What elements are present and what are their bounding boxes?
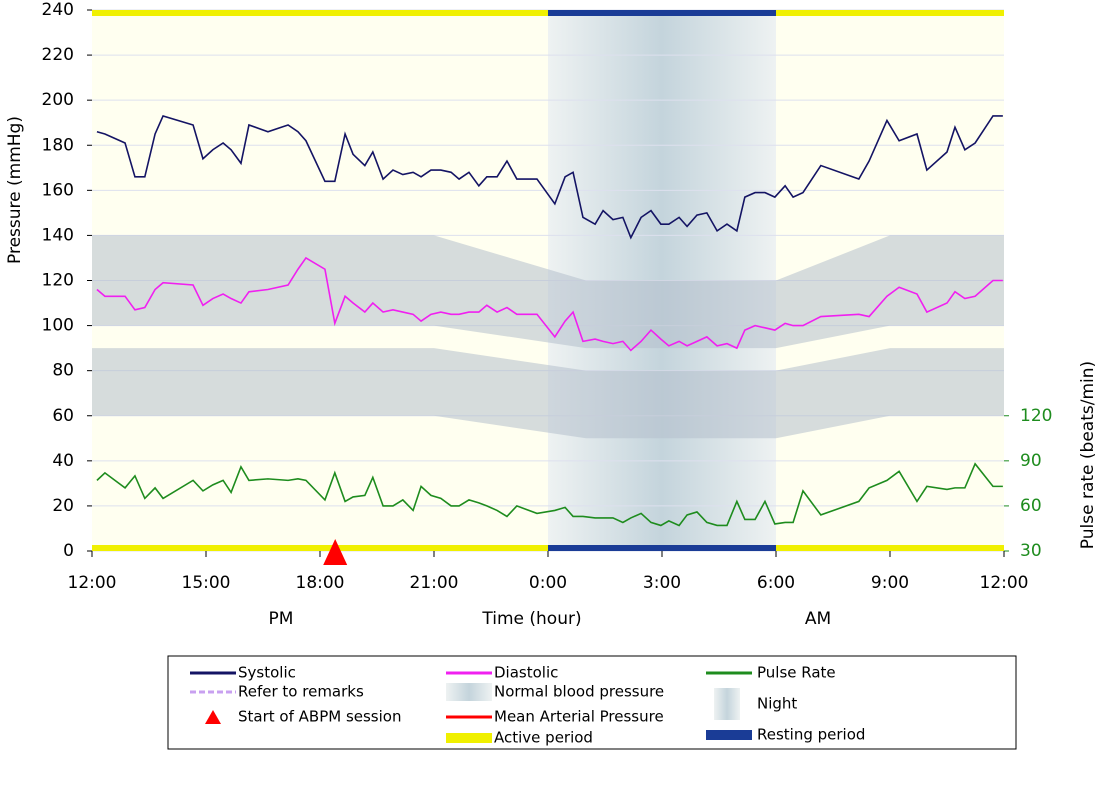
legend-label: Diastolic [494, 664, 558, 682]
y-tick-label: 140 [42, 225, 74, 245]
legend-symbol [446, 733, 492, 743]
x-tick-label: 0:00 [529, 573, 567, 593]
y-tick-label: 60 [52, 406, 74, 426]
x-tick-label: 12:00 [68, 573, 117, 593]
legend-label: Refer to remarks [238, 683, 364, 701]
x-tick-label: 15:00 [182, 573, 231, 593]
active-period-bar [776, 545, 1004, 551]
y-tick-label: 40 [52, 451, 74, 471]
legend-symbol [706, 730, 752, 740]
legend-label: Pulse Rate [757, 664, 836, 682]
annotation: PM [269, 609, 294, 629]
legend-label: Mean Arterial Pressure [494, 708, 664, 726]
y-tick-label: 100 [42, 316, 74, 336]
legend-symbol [446, 683, 492, 701]
y-tick-label: 220 [42, 45, 74, 65]
y-tick-label: 20 [52, 496, 74, 516]
legend-label: Normal blood pressure [494, 683, 664, 701]
start-marker [323, 539, 348, 565]
legend-label: Systolic [238, 664, 296, 682]
y-axis-label: Pressure (mmHg) [5, 116, 25, 264]
y2-tick-label: 120 [1020, 406, 1052, 426]
y2-tick-label: 30 [1020, 541, 1042, 561]
y-tick-label: 80 [52, 361, 74, 381]
series-line [96, 114, 1003, 240]
normal-bp-band [92, 235, 1004, 349]
x-tick-label: 12:00 [980, 573, 1029, 593]
annotation: AM [805, 609, 831, 629]
y2-tick-label: 90 [1020, 451, 1042, 471]
x-tick-label: 6:00 [757, 573, 795, 593]
resting-period-bar [548, 10, 776, 16]
x-tick-label: 9:00 [871, 573, 909, 593]
series-line [96, 462, 1003, 527]
legend-label: Resting period [757, 726, 865, 744]
y-tick-label: 240 [42, 0, 74, 20]
legend-symbol [714, 688, 740, 720]
legend-label: Active period [494, 729, 593, 747]
legend-box [167, 655, 1017, 750]
y2-axis-label: Pulse rate (beats/min) [1078, 361, 1098, 549]
x-tick-label: 3:00 [643, 573, 681, 593]
legend-label: Night [757, 695, 797, 713]
active-period-bar [92, 545, 548, 551]
legend-label: Start of ABPM session [238, 708, 401, 726]
resting-period-bar [548, 545, 776, 551]
x-tick-label: 21:00 [410, 573, 459, 593]
y2-tick-label: 60 [1020, 496, 1042, 516]
y-tick-label: 0 [63, 541, 74, 561]
series-line [96, 256, 1003, 352]
x-tick-label: 18:00 [296, 573, 345, 593]
y-tick-label: 200 [42, 90, 74, 110]
y-tick-label: 120 [42, 271, 74, 291]
x-axis-label: Time (hour) [481, 609, 581, 629]
active-period-bar [776, 10, 1004, 16]
legend-symbol [205, 710, 221, 724]
active-period-bar [92, 10, 548, 16]
y-tick-label: 160 [42, 180, 74, 200]
y-tick-label: 180 [42, 135, 74, 155]
normal-bp-band [92, 348, 1004, 439]
